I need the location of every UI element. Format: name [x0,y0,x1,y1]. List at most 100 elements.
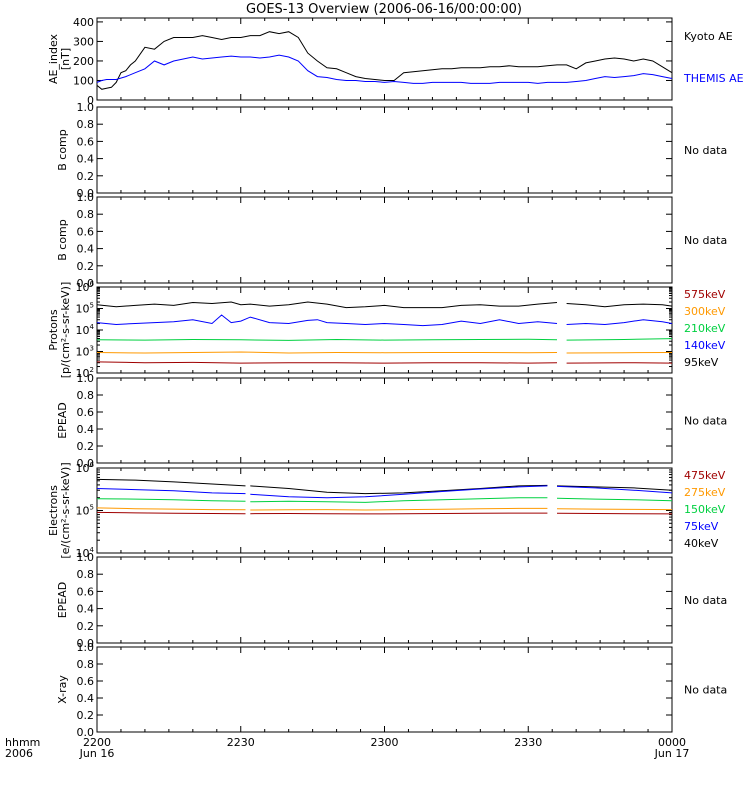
y-tick-label: 1.0 [77,101,95,114]
series-line-75kev [96,485,673,499]
series-line-275kev [96,507,673,511]
no-data-label: No data [684,234,727,247]
legend-entry: THEMIS AE [683,72,744,85]
time-tick-hhmm: 0000 [658,736,686,749]
no-data-label: No data [684,684,727,697]
legend-entry: 75keV [684,520,719,533]
time-axis-row1-label: hhmm [5,736,40,749]
y-tick-label: 0.2 [77,709,95,722]
y-tick-label: 0.2 [77,170,95,183]
y-axis-label: B comp [56,129,69,171]
y-axis-label: EPEAD [56,402,69,439]
time-tick-date: Jun 17 [654,747,690,760]
y-tick-label: 1.0 [77,551,95,564]
y-tick-label: 400 [73,16,94,29]
y-tick-label: 102 [76,366,94,380]
y-tick-label: 0.4 [77,153,95,166]
no-data-label: No data [684,415,727,428]
series-line-kyoto-ae [96,31,673,90]
y-tick-label: 1.0 [77,372,95,385]
y-axis-label: Electrons [47,485,60,536]
y-axis-label: [e/(cm²-s-sr-keV)] [59,462,72,558]
y-tick-label: 0.4 [77,692,95,705]
legend-entry: 300keV [684,305,726,318]
legend-entry: 140keV [684,339,726,352]
y-tick-label: 0.8 [77,568,95,581]
legend-entry: 475keV [684,469,726,482]
series-line-150kev [96,497,673,503]
y-tick-label: 103 [76,345,94,359]
y-tick-label: 100 [73,74,94,87]
legend-entry: 575keV [684,288,726,301]
series-line-300kev [96,351,673,354]
panel-frame-bcomp1 [96,106,673,194]
legend-entry: 40keV [684,537,719,550]
y-tick-label: 0.2 [77,440,95,453]
y-tick-label: 106 [76,280,95,294]
y-axis-label: X-ray [56,675,69,704]
y-tick-label: 0.0 [77,187,95,200]
time-tick-hhmm: 2230 [227,736,255,749]
y-tick-label: 0.4 [77,603,95,616]
time-tick-hhmm: 2300 [371,736,399,749]
series-line-140kev [96,314,673,327]
y-tick-label: 0.8 [77,118,95,131]
panel-frame-bcomp2 [96,196,673,284]
time-tick-hhmm: 2200 [83,736,111,749]
y-tick-label: 0.6 [77,675,95,688]
no-data-label: No data [684,594,727,607]
y-tick-label: 0 [87,94,94,107]
y-tick-label: 0.0 [77,277,95,290]
y-axis-label: AE_index [47,33,60,84]
panel-frame-epead1 [96,377,673,464]
legend-entry: Kyoto AE [684,30,733,43]
y-axis-label: Protons [47,309,60,350]
y-tick-label: 0.8 [77,389,95,402]
series-line-95kev [96,301,673,309]
y-tick-label: 1.0 [77,191,95,204]
y-tick-label: 0.6 [77,406,95,419]
series-line-575kev [96,361,673,364]
y-axis-label: B comp [56,219,69,261]
time-tick-hhmm: 2330 [514,736,542,749]
panel-frame-electrons [96,467,673,554]
y-axis-label: [nT] [59,48,72,70]
legend-entry: 210keV [684,322,726,335]
y-axis-label: [p/(cm²-s-sr-keV)] [59,282,72,379]
y-tick-label: 0.0 [77,457,95,470]
y-tick-label: 106 [76,461,95,475]
no-data-label: No data [684,144,727,157]
legend-entry: 95keV [684,356,719,369]
y-tick-label: 104 [76,323,95,337]
time-tick-date: Jun 16 [79,747,115,760]
y-tick-label: 0.0 [77,726,95,739]
y-tick-label: 0.6 [77,585,95,598]
y-tick-label: 0.4 [77,423,95,436]
y-tick-label: 105 [76,504,94,518]
y-tick-label: 0.6 [77,135,95,148]
legend-entry: 150keV [684,503,726,516]
panel-frame-protons [96,286,673,374]
legend-entry: 275keV [684,486,726,499]
time-axis-row2-label: 2006 [5,747,33,760]
y-tick-label: 0.4 [77,243,95,256]
y-tick-label: 0.8 [77,658,95,671]
series-line-210kev [96,338,673,341]
y-axis-label: EPEAD [56,582,69,619]
y-tick-label: 0.2 [77,260,95,273]
y-tick-label: 0.2 [77,620,95,633]
y-tick-label: 1.0 [77,641,95,654]
series-line-themis-ae [96,54,673,84]
chart-title: GOES-13 Overview (2006-06-16/00:00:00) [246,2,522,17]
y-tick-label: 0.6 [77,225,95,238]
series-line-475kev [96,511,673,515]
y-tick-label: 200 [73,55,94,68]
series-line-40kev [96,478,673,495]
y-tick-label: 300 [73,35,94,48]
panel-frame-xray [96,646,673,733]
y-tick-label: 0.0 [77,637,95,650]
panel-frame-epead2 [96,556,673,644]
y-tick-label: 105 [76,302,94,316]
y-tick-label: 0.8 [77,208,95,221]
